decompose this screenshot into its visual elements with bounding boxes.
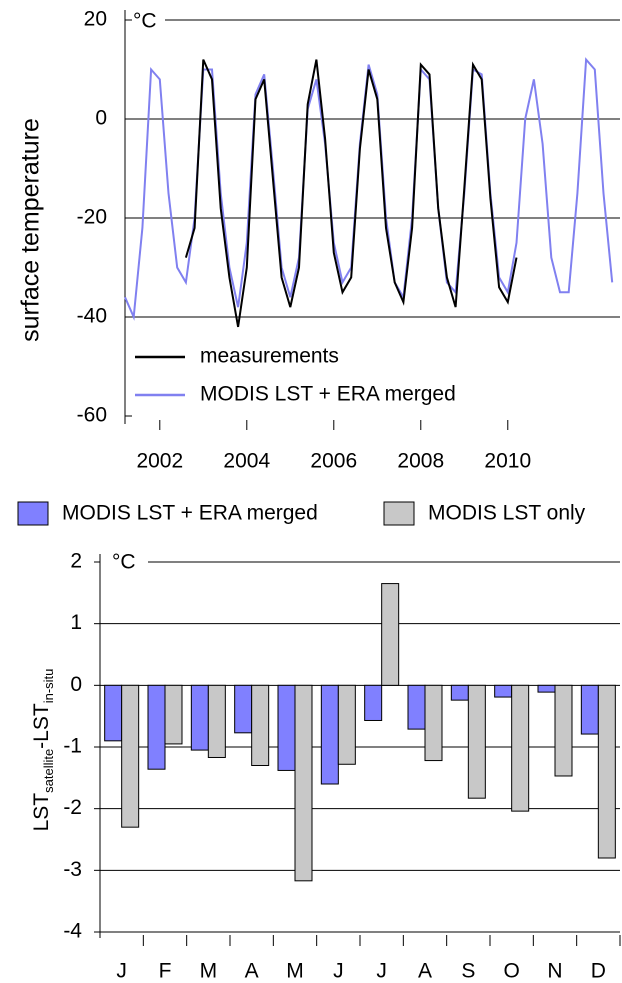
y-tick-label: 2 xyxy=(70,550,82,573)
legend-label: MODIS LST + ERA merged xyxy=(62,502,318,525)
label-part: LST xyxy=(30,793,53,832)
bar xyxy=(424,684,443,762)
y-tick-label: 0 xyxy=(70,673,82,696)
bar xyxy=(511,684,530,812)
x-tick-label: A xyxy=(418,960,432,983)
bar xyxy=(450,684,469,701)
label-part: -LST xyxy=(30,703,53,749)
y-tick-label: -1 xyxy=(63,735,82,758)
x-tick-label: 2004 xyxy=(223,450,270,473)
x-tick-label: S xyxy=(461,960,475,983)
x-tick-label: 2008 xyxy=(397,450,444,473)
bar xyxy=(251,684,270,766)
x-tick-label: A xyxy=(245,960,259,983)
x-tick-label: M xyxy=(286,960,304,983)
bar xyxy=(537,684,556,693)
bar xyxy=(407,684,426,730)
bar xyxy=(580,684,599,735)
bar xyxy=(381,583,400,686)
unit-label: °C xyxy=(133,10,157,33)
legend-label: MODIS LST + ERA merged xyxy=(200,383,456,406)
y-tick-label: 0 xyxy=(95,107,107,130)
y-tick-label: -3 xyxy=(63,858,82,881)
x-tick-label: D xyxy=(591,960,606,983)
bar xyxy=(190,684,209,751)
bar xyxy=(277,684,296,771)
series-line xyxy=(184,59,518,328)
x-tick-label: 2002 xyxy=(136,450,183,473)
x-tick-label: 2006 xyxy=(310,450,357,473)
label-subscript: satellite xyxy=(41,749,56,793)
y-tick-label: -20 xyxy=(77,206,107,229)
x-tick-label: J xyxy=(376,960,387,983)
bar xyxy=(467,684,486,799)
legend-swatch xyxy=(17,501,49,526)
unit-label: °C xyxy=(112,551,136,574)
bar xyxy=(320,684,339,785)
bar xyxy=(337,684,356,765)
y-axis-label: LSTsatellite-LSTin-situ xyxy=(30,669,56,832)
label-subscript: in-situ xyxy=(41,669,56,704)
x-tick-label: 2010 xyxy=(484,450,531,473)
bar xyxy=(597,684,616,859)
y-tick-label: -2 xyxy=(63,796,82,819)
y-tick-label: 1 xyxy=(70,611,82,634)
legend-label: measurements xyxy=(200,345,339,368)
x-tick-label: M xyxy=(200,960,218,983)
y-tick-label: -4 xyxy=(63,920,82,943)
x-tick-label: J xyxy=(116,960,127,983)
bar xyxy=(234,684,253,734)
y-tick-label: 20 xyxy=(84,8,107,31)
x-tick-label: F xyxy=(159,960,172,983)
y-tick-label: -40 xyxy=(77,305,107,328)
series-line xyxy=(124,57,614,321)
y-axis-label: surface temperature xyxy=(17,118,45,342)
bar xyxy=(121,684,140,828)
bar xyxy=(207,684,226,758)
bar xyxy=(104,684,123,742)
bar xyxy=(554,684,573,777)
x-tick-label: O xyxy=(503,960,519,983)
bar xyxy=(294,684,313,882)
bar xyxy=(164,684,183,745)
bar xyxy=(147,684,166,770)
legend-label: MODIS LST only xyxy=(428,502,586,525)
bar xyxy=(364,684,383,721)
bar xyxy=(494,684,513,698)
x-tick-label: N xyxy=(547,960,562,983)
x-tick-label: J xyxy=(333,960,344,983)
y-tick-label: -60 xyxy=(77,404,107,427)
legend-swatch xyxy=(383,501,415,526)
